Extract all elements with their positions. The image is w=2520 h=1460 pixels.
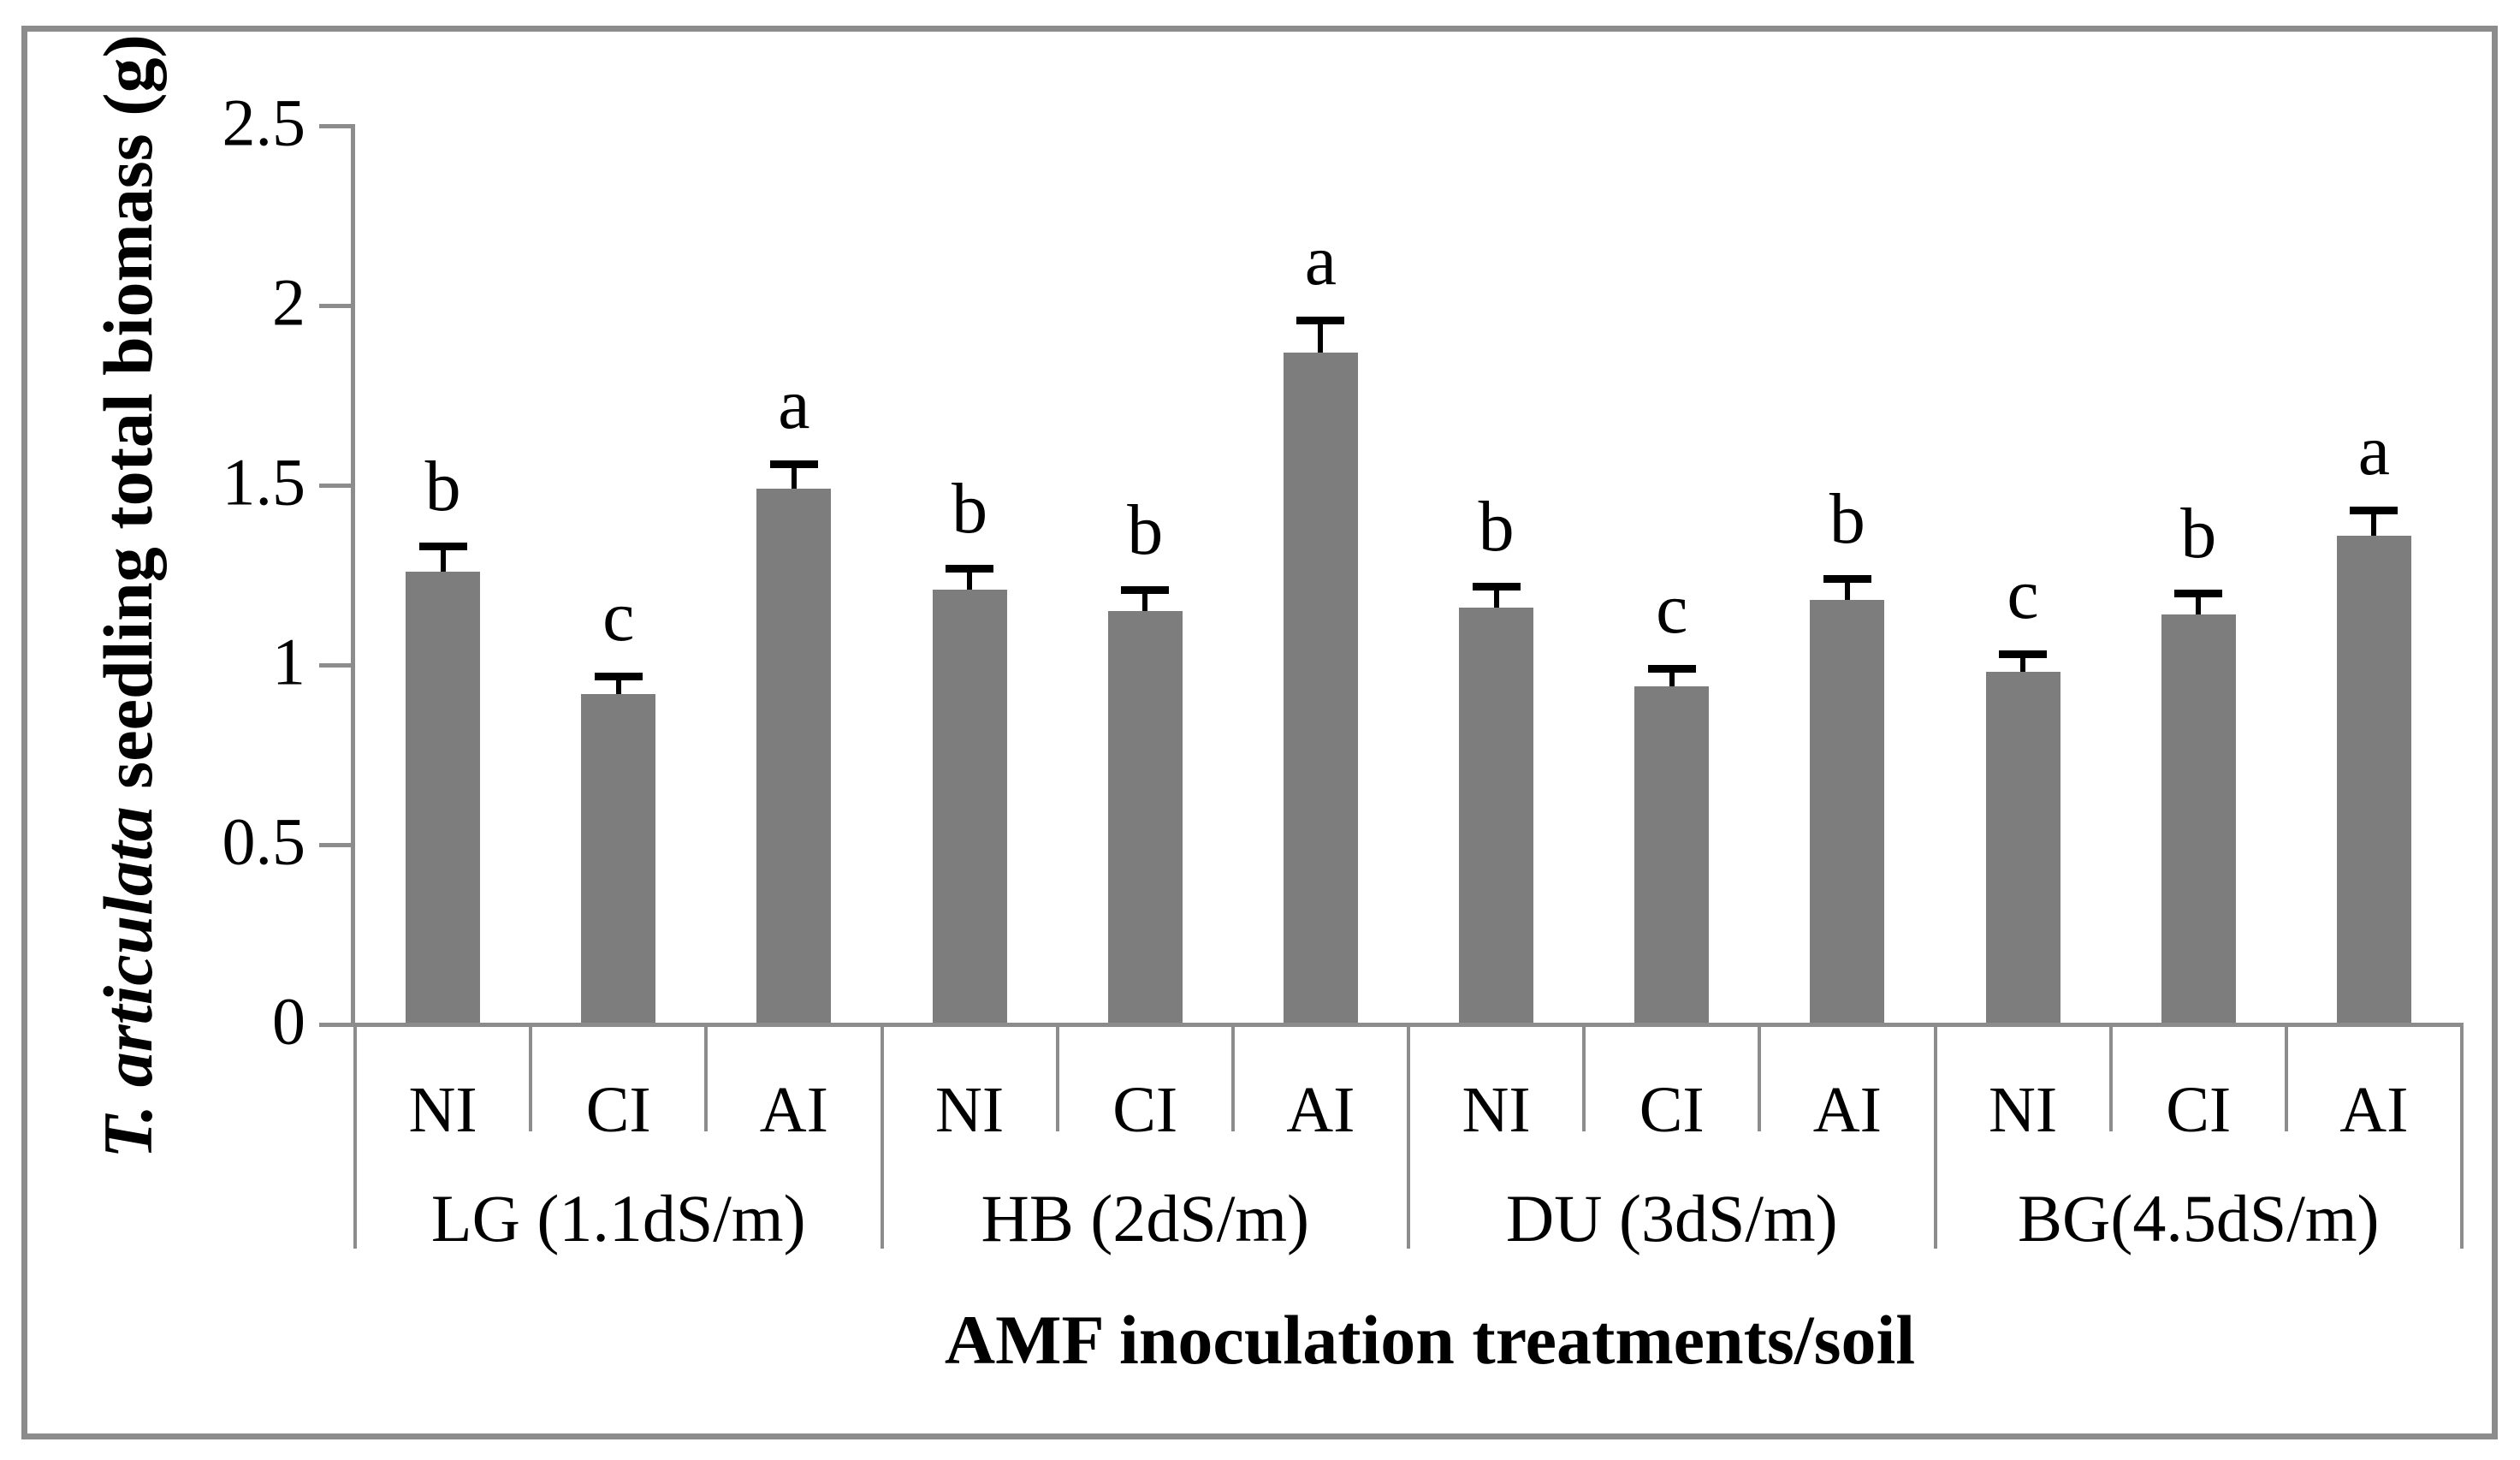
y-axis-line bbox=[351, 124, 355, 1026]
category-label: NI bbox=[1462, 1073, 1531, 1146]
group-separator bbox=[1933, 1024, 1937, 1249]
error-bar-cap bbox=[1296, 316, 1345, 324]
category-separator bbox=[1582, 1024, 1586, 1131]
significance-letter: c bbox=[2007, 555, 2039, 635]
significance-letter: b bbox=[952, 468, 988, 549]
bar bbox=[1634, 686, 1710, 1024]
significance-letter: b bbox=[2180, 494, 2217, 573]
error-bar-cap bbox=[1999, 650, 2048, 659]
y-tick-label: 0 bbox=[272, 983, 305, 1059]
significance-letter: b bbox=[1829, 479, 1865, 560]
y-tick-mark bbox=[319, 843, 353, 847]
bar bbox=[756, 489, 832, 1024]
significance-letter: a bbox=[1304, 220, 1337, 300]
bar bbox=[1283, 352, 1358, 1024]
significance-letter: b bbox=[1478, 486, 1515, 567]
category-label: CI bbox=[1639, 1073, 1705, 1146]
category-label: AI bbox=[2339, 1073, 2409, 1146]
category-label: NI bbox=[1988, 1073, 2058, 1146]
figure-border: T. articulata seedling total biomass (g)… bbox=[21, 26, 2498, 1439]
y-tick-label: 1.5 bbox=[222, 444, 306, 519]
group-separator bbox=[353, 1024, 357, 1249]
bar bbox=[932, 589, 1007, 1024]
x-axis-title: AMF inoculation treatments/soil bbox=[944, 1301, 1916, 1379]
error-bar-stem bbox=[615, 675, 621, 694]
significance-letter: b bbox=[424, 447, 461, 527]
group-label: DU (3dS/m) bbox=[1505, 1181, 1838, 1255]
error-bar-cap bbox=[2174, 590, 2223, 597]
category-separator bbox=[2108, 1024, 2113, 1131]
significance-letter: c bbox=[1656, 569, 1688, 650]
category-label: NI bbox=[408, 1073, 477, 1146]
y-tick-mark bbox=[319, 304, 353, 308]
significance-letter: a bbox=[778, 364, 810, 444]
y-tick-label: 2.5 bbox=[222, 85, 306, 160]
group-label: HB (2dS/m) bbox=[981, 1181, 1310, 1255]
y-tick-label: 1 bbox=[272, 624, 305, 699]
bar bbox=[1985, 672, 2060, 1024]
significance-letter: a bbox=[2357, 411, 2391, 491]
bar bbox=[1459, 607, 1534, 1024]
error-bar-stem bbox=[791, 463, 797, 490]
error-bar-stem bbox=[1318, 319, 1324, 353]
error-bar-cap bbox=[1647, 665, 1696, 674]
bar bbox=[581, 693, 656, 1024]
bar bbox=[2336, 535, 2411, 1024]
bar bbox=[1810, 600, 1885, 1024]
error-bar-cap bbox=[769, 460, 818, 468]
category-label: AI bbox=[1812, 1073, 1882, 1146]
y-tick-label: 2 bbox=[272, 264, 305, 340]
error-bar-stem bbox=[1844, 579, 1850, 601]
error-bar-cap bbox=[2350, 507, 2398, 515]
error-bar-cap bbox=[946, 564, 994, 573]
group-label: LG (1.1dS/m) bbox=[430, 1181, 806, 1255]
bar bbox=[1107, 611, 1183, 1024]
error-bar-cap bbox=[1121, 585, 1170, 594]
group-separator bbox=[1407, 1024, 1410, 1249]
category-label: AI bbox=[759, 1073, 828, 1146]
category-label: CI bbox=[585, 1073, 651, 1146]
significance-letter: c bbox=[602, 576, 635, 656]
significance-letter: b bbox=[1127, 490, 1164, 570]
error-bar-stem bbox=[440, 546, 446, 572]
category-separator bbox=[1230, 1024, 1235, 1131]
y-tick-mark bbox=[319, 663, 353, 668]
category-label: CI bbox=[1112, 1073, 1178, 1146]
category-separator bbox=[2284, 1024, 2288, 1131]
category-label: CI bbox=[2166, 1073, 2232, 1146]
group-label: BG(4.5dS/m) bbox=[2017, 1181, 2380, 1255]
y-tick-mark bbox=[319, 484, 353, 488]
x-axis-line bbox=[319, 1023, 2464, 1027]
error-bar-stem bbox=[2371, 510, 2377, 536]
y-tick-mark bbox=[319, 124, 353, 128]
error-bar-cap bbox=[594, 672, 643, 680]
y-tick-label: 0.5 bbox=[222, 804, 306, 879]
category-separator bbox=[529, 1024, 533, 1131]
error-bar-cap bbox=[418, 543, 467, 551]
error-bar-stem bbox=[2196, 593, 2202, 615]
bar bbox=[406, 571, 481, 1024]
category-separator bbox=[704, 1024, 709, 1131]
group-separator bbox=[880, 1024, 884, 1249]
bar bbox=[2161, 614, 2236, 1024]
error-bar-stem bbox=[1669, 668, 1675, 687]
error-bar-stem bbox=[967, 567, 973, 590]
category-label: AI bbox=[1286, 1073, 1355, 1146]
error-bar-stem bbox=[1493, 585, 1499, 608]
category-separator bbox=[1055, 1024, 1059, 1131]
category-separator bbox=[1758, 1024, 1762, 1131]
category-label: NI bbox=[934, 1073, 1005, 1146]
error-bar-stem bbox=[1142, 589, 1148, 611]
group-separator bbox=[2460, 1024, 2464, 1249]
error-bar-cap bbox=[1472, 582, 1521, 591]
error-bar-stem bbox=[2020, 654, 2026, 673]
error-bar-cap bbox=[1823, 575, 1871, 584]
